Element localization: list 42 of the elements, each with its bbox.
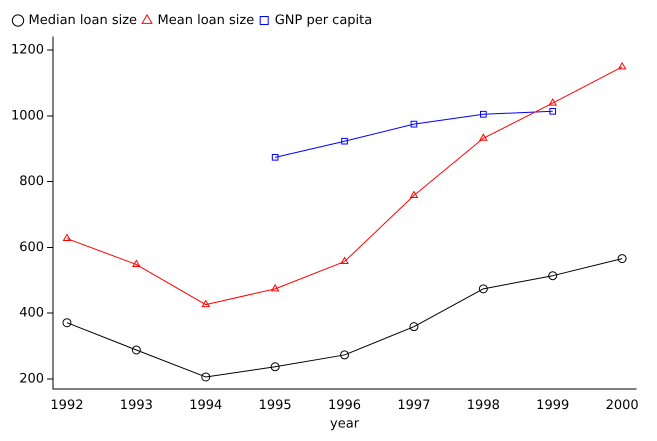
legend-label: GNP per capita [274,12,372,28]
x-axis-title: year [330,416,360,432]
point [548,98,557,106]
x-tick-label: 1999 [536,398,570,413]
x-tick-label: 1996 [328,398,362,413]
point [132,346,141,355]
x-tick-label: 1995 [258,398,292,413]
point [62,318,72,328]
point [272,154,278,161]
point [63,234,71,242]
point [341,138,348,145]
x-tick-label: 1997 [397,398,430,413]
point [201,372,210,382]
point [479,134,488,141]
y-tick-label: 1200 [10,42,44,58]
point [202,300,210,308]
point [271,284,280,292]
point [478,284,488,294]
y-tick-label: 1000 [10,108,44,124]
x-tick-label: 2000 [606,398,639,413]
legend-label: Mean loan size [158,12,254,28]
point [410,120,418,128]
y-tick-label: 800 [19,174,44,190]
point [132,260,140,268]
x-tick-label: 1992 [50,398,84,413]
point [270,362,280,372]
point [548,271,558,280]
x-tick-label: 1998 [466,398,500,413]
point [618,62,626,70]
y-tick-label: 400 [19,306,44,321]
x-tick-label: 1993 [120,398,153,413]
point [410,190,418,198]
point [409,322,418,332]
point [340,350,350,360]
point [480,110,487,118]
x-tick-label: 1994 [189,398,222,413]
legend-label: Median loan size [28,12,138,28]
point [549,108,556,115]
y-tick-label: 600 [19,240,44,255]
point [340,257,349,264]
point [618,254,627,264]
y-tick-label: 200 [19,371,44,386]
